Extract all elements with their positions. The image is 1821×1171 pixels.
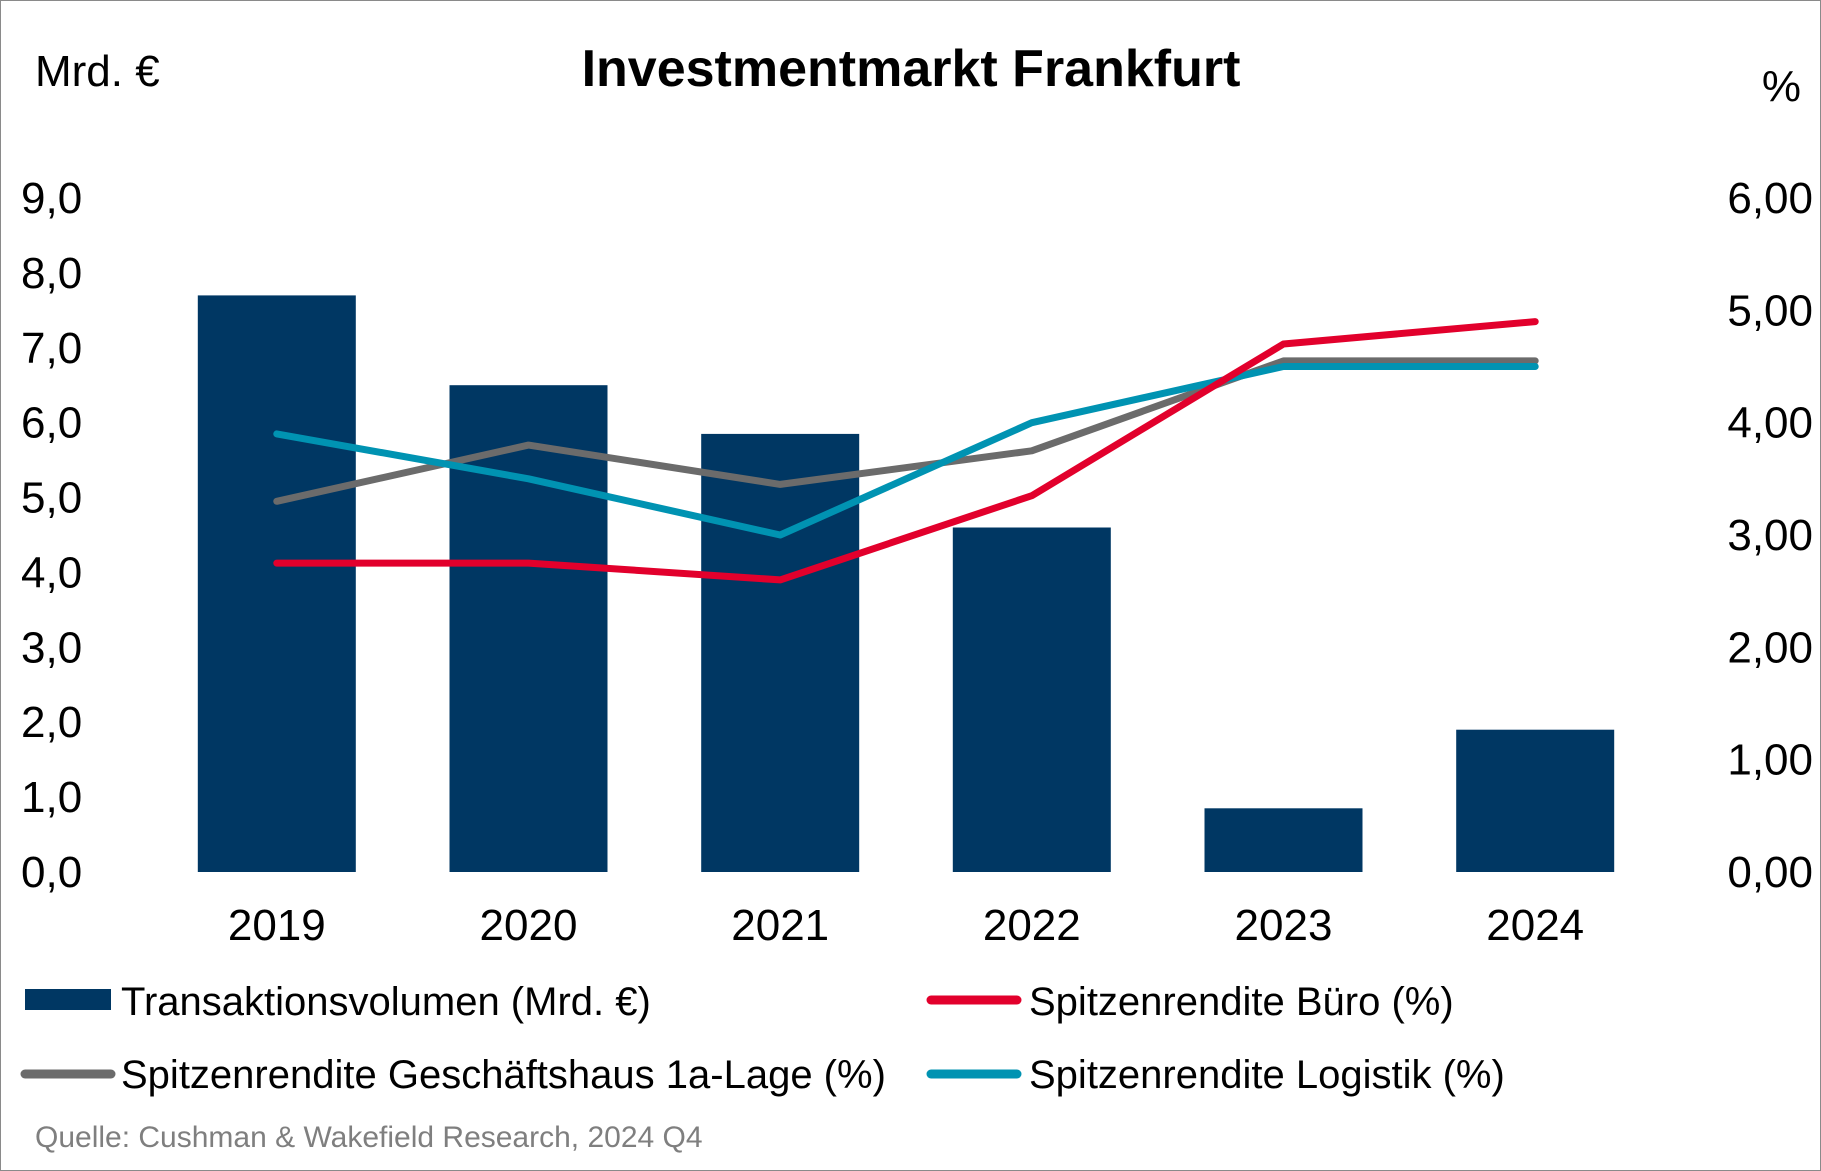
left-tick-7: 7,0	[21, 324, 82, 373]
right-axis-ticks: 0,00 1,00 2,00 3,00 4,00 5,00 6,00	[1727, 174, 1813, 897]
line-spitzenrendite-buro	[273, 318, 1539, 584]
legend-swatch-bar	[25, 989, 111, 1010]
x-tick-2023: 2023	[1235, 901, 1333, 950]
legend-item-transaktionsvolumen: Transaktionsvolumen (Mrd. €)	[25, 980, 651, 1024]
left-axis-unit: Mrd. €	[35, 47, 160, 96]
legend-label-transaktionsvolumen: Transaktionsvolumen (Mrd. €)	[121, 980, 651, 1024]
bar-2022	[952, 527, 1111, 872]
x-axis-ticks: 2019 2020 2021 2022 2023 2024	[228, 901, 1584, 950]
right-tick-1: 1,00	[1727, 736, 1813, 785]
left-tick-1: 1,0	[21, 773, 82, 822]
line-spitzenrendite-geschaftshaus-1a-lage	[273, 357, 1539, 505]
right-tick-3: 3,00	[1727, 511, 1813, 560]
right-tick-0: 0,00	[1727, 848, 1813, 897]
legend-item-buero: Spitzenrendite Büro (%)	[926, 980, 1454, 1024]
left-tick-2: 2,0	[21, 698, 82, 747]
bar-2021	[701, 433, 860, 872]
left-tick-4: 4,0	[21, 548, 82, 597]
x-tick-2022: 2022	[983, 901, 1081, 950]
lines-layer	[273, 318, 1539, 584]
right-tick-5: 5,00	[1727, 286, 1813, 335]
legend: Transaktionsvolumen (Mrd. €) Spitzenrend…	[20, 980, 1505, 1097]
bar-2019	[197, 295, 356, 872]
bars-layer	[197, 295, 1615, 872]
right-tick-2: 2,00	[1727, 623, 1813, 672]
x-tick-2019: 2019	[228, 901, 326, 950]
left-axis-ticks: 0,0 1,0 2,0 3,0 4,0 5,0 6,0 7,0 8,0 9,0	[21, 174, 82, 897]
chart-title: Investmentmarkt Frankfurt	[582, 40, 1241, 98]
legend-item-geschaeftshaus: Spitzenrendite Geschäftshaus 1a-Lage (%)	[20, 1053, 886, 1097]
legend-label-buero: Spitzenrendite Büro (%)	[1029, 980, 1454, 1024]
left-tick-8: 8,0	[21, 249, 82, 298]
right-axis-unit: %	[1762, 62, 1801, 111]
left-tick-3: 3,0	[21, 623, 82, 672]
x-tick-2020: 2020	[480, 901, 578, 950]
legend-label-logistik: Spitzenrendite Logistik (%)	[1029, 1053, 1505, 1097]
left-tick-9: 9,0	[21, 174, 82, 223]
source-note: Quelle: Cushman & Wakefield Research, 20…	[35, 1121, 703, 1154]
x-tick-2021: 2021	[731, 901, 829, 950]
bar-2024	[1456, 729, 1615, 872]
left-tick-5: 5,0	[21, 474, 82, 523]
line-spitzenrendite-logistik	[273, 363, 1539, 539]
left-tick-0: 0,0	[21, 848, 82, 897]
right-tick-4: 4,00	[1727, 399, 1813, 448]
legend-item-logistik: Spitzenrendite Logistik (%)	[926, 1053, 1505, 1097]
legend-label-geschaeftshaus: Spitzenrendite Geschäftshaus 1a-Lage (%)	[121, 1053, 886, 1097]
right-tick-6: 6,00	[1727, 174, 1813, 223]
x-tick-2024: 2024	[1486, 901, 1584, 950]
left-tick-6: 6,0	[21, 399, 82, 448]
bar-2023	[1204, 808, 1363, 872]
